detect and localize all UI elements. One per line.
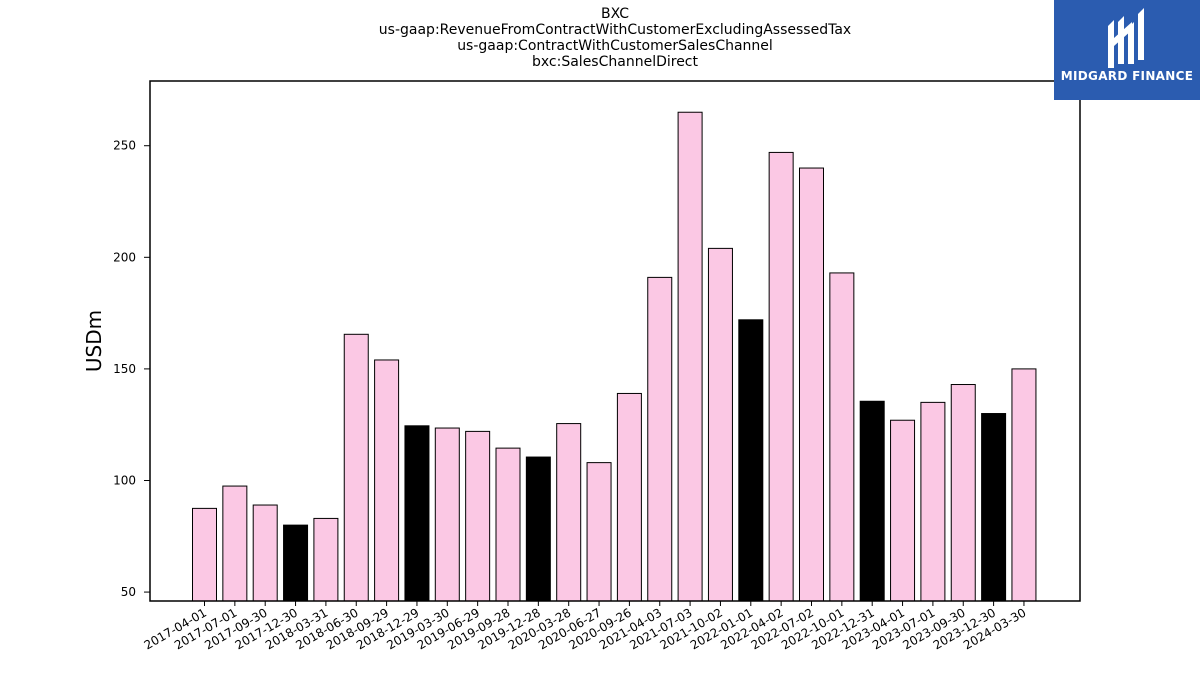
bar-2018-03-31: [313, 517, 339, 602]
bar-2020-06-27: [586, 462, 612, 602]
bar-2021-07-03: [677, 111, 703, 602]
bar-2021-10-02: [707, 247, 733, 602]
x-ticks-group: 2017-04-012017-07-012017-09-302017-12-30…: [142, 601, 1028, 652]
bar-2019-12-28: [525, 456, 551, 602]
bar-2022-10-01: [829, 272, 855, 602]
plot-frame: [149, 80, 1081, 602]
bar-2017-12-30: [283, 524, 309, 602]
bar-2023-09-30: [950, 384, 976, 602]
bar-2023-12-30: [981, 413, 1007, 602]
y-tick-label: 150: [113, 362, 136, 376]
bar-2021-04-03: [647, 276, 673, 602]
bar-2022-01-01: [738, 319, 764, 602]
bar-2017-04-01: [192, 507, 217, 602]
bar-2017-07-01: [222, 485, 248, 602]
y-tick-label: 250: [113, 139, 136, 153]
y-ticks-group: 50 100 150 200 250: [113, 139, 150, 599]
bar-2020-09-26: [616, 392, 642, 602]
y-tick-label: 200: [113, 250, 136, 264]
axes-group: [149, 80, 1081, 602]
bar-2024-03-30: [1011, 368, 1037, 602]
bar-2019-03-30: [434, 427, 460, 602]
midgard-finance-logo: MIDGARD FINANCE: [1054, 0, 1200, 100]
bar-2019-09-28: [495, 447, 521, 602]
bar-2023-04-01: [890, 419, 916, 602]
y-tick-label: 50: [121, 585, 136, 599]
bars-group: [192, 111, 1037, 602]
bar-2018-06-30: [343, 333, 369, 602]
bar-2018-09-29: [374, 359, 400, 602]
chart-title: BXC us-gaap:RevenueFromContractWithCusto…: [150, 6, 1080, 70]
bar-2022-07-02: [799, 167, 824, 602]
bar-2017-09-30: [252, 504, 278, 602]
bar-2018-12-29: [404, 425, 430, 602]
title-line-2: us-gaap:RevenueFromContractWithCustomerE…: [378, 22, 852, 38]
bar-2022-12-31: [859, 400, 885, 602]
y-axis-label: USDm: [82, 310, 106, 372]
bar-2022-04-02: [768, 151, 794, 602]
title-line-3: us-gaap:ContractWithCustomerSalesChannel: [457, 38, 773, 54]
title-line-4: bxc:SalesChannelDirect: [532, 54, 698, 70]
bar-2019-06-29: [465, 430, 491, 602]
bar-2020-03-28: [556, 423, 582, 602]
y-tick-label: 100: [113, 473, 136, 487]
logo-mark-icon: [1108, 8, 1144, 68]
title-line-1: BXC: [601, 6, 629, 22]
bar-2023-07-01: [920, 401, 946, 602]
logo-text: MIDGARD FINANCE: [1060, 69, 1194, 83]
